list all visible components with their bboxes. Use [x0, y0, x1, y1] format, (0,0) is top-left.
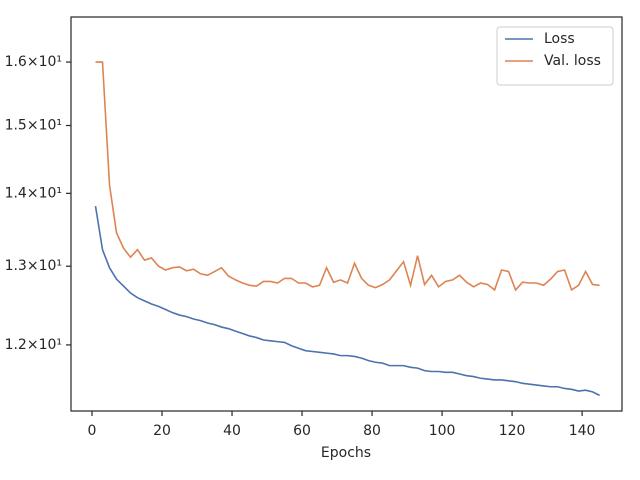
x-tick-label: 0: [88, 423, 97, 439]
x-tick-label: 80: [363, 423, 381, 439]
x-tick-label: 100: [429, 423, 456, 439]
legend-label: Val. loss: [544, 53, 601, 69]
x-axis-label: Epochs: [321, 445, 371, 461]
legend-label: Loss: [544, 31, 575, 47]
series-line: [94, 205, 600, 397]
series-line: [95, 61, 600, 292]
legend-box: [496, 26, 614, 86]
x-tick-label: 60: [293, 423, 311, 439]
x-tick-label: 120: [499, 423, 526, 439]
y-tick-label: 1.3×10¹: [5, 258, 62, 274]
y-tick-label: 1.5×10¹: [5, 118, 62, 134]
y-tick-label: 1.6×10¹: [5, 54, 62, 70]
x-tick-label: 40: [223, 423, 241, 439]
y-tick-label: 1.2×10¹: [5, 337, 62, 353]
x-tick-label: 20: [153, 423, 171, 439]
plot-frame: [70, 16, 623, 412]
x-tick-label: 140: [569, 423, 596, 439]
y-tick-label: 1.4×10¹: [5, 185, 62, 201]
